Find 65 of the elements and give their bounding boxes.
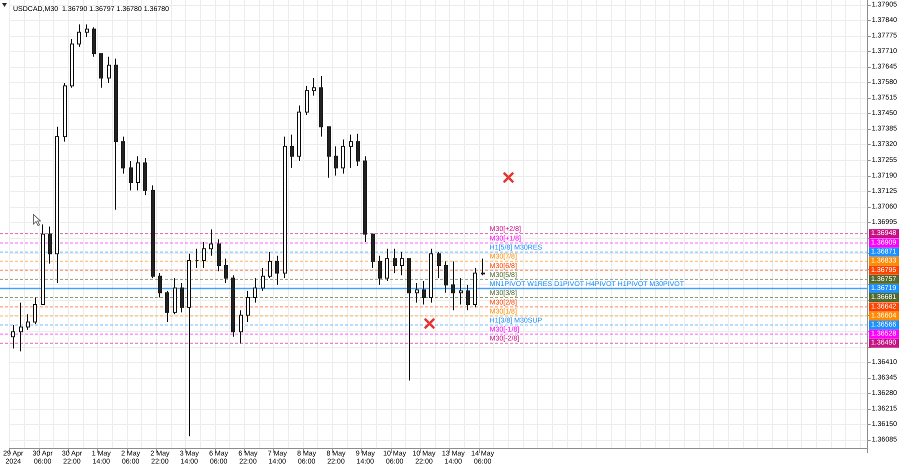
- candlestick: [393, 248, 397, 274]
- candlestick: [195, 248, 199, 268]
- candlestick: [85, 24, 89, 38]
- candlestick: [261, 267, 265, 292]
- candlestick: [341, 138, 345, 174]
- candlestick: [305, 85, 309, 116]
- candlestick: [378, 255, 382, 286]
- candlestick: [173, 278, 177, 315]
- candlestick: [158, 272, 162, 298]
- candlestick: [334, 146, 338, 176]
- candlestick: [319, 76, 323, 138]
- candlestick: [363, 156, 367, 243]
- candlestick: [437, 251, 441, 279]
- candlestick: [407, 258, 411, 382]
- candlestick: [422, 280, 426, 305]
- candlestick: [114, 58, 118, 210]
- candlestick: [371, 234, 375, 268]
- candlestick: [136, 156, 140, 191]
- candlestick: [77, 24, 81, 48]
- candlestick: [283, 136, 287, 279]
- candlestick: [92, 26, 96, 58]
- candlestick: [143, 158, 147, 196]
- candlestick: [107, 56, 111, 84]
- candlestick: [11, 324, 15, 349]
- candlestick: [290, 134, 294, 168]
- candlestick: [459, 278, 463, 305]
- candlestick: [385, 248, 389, 282]
- candlestick: [224, 258, 228, 284]
- candlestick: [356, 133, 360, 166]
- candlestick: [151, 184, 155, 279]
- candlestick: [202, 242, 206, 268]
- candlestick: [63, 82, 67, 142]
- candlestick: [19, 302, 23, 352]
- candlestick: [231, 274, 235, 338]
- candlestick: [129, 160, 133, 191]
- candlestick: [55, 126, 59, 284]
- candlestick: [473, 267, 477, 308]
- candlestick: [481, 258, 485, 276]
- candlestick: [217, 238, 221, 272]
- candlestick: [466, 284, 470, 311]
- candlestick: [253, 278, 257, 304]
- candlestick: [99, 53, 103, 88]
- candlestick: [297, 104, 301, 162]
- candlestick: [41, 224, 45, 305]
- candlestick: [180, 282, 184, 313]
- candlestick: [444, 260, 448, 294]
- candlestick: [246, 290, 250, 322]
- candlestick: [268, 251, 272, 279]
- candlestick: [429, 248, 433, 304]
- candlestick: [349, 134, 353, 168]
- candlestick: [400, 251, 404, 276]
- candlestick: [327, 126, 331, 178]
- candlestick: [26, 314, 30, 330]
- candlestick: [121, 136, 125, 174]
- candlestick: [48, 226, 52, 264]
- candlestick: [312, 77, 316, 96]
- candlestick: [275, 255, 279, 286]
- candlestick: [415, 282, 419, 304]
- candlestick: [187, 253, 191, 437]
- candlestick: [33, 297, 37, 325]
- candlestick: [451, 260, 455, 311]
- candlestick: [70, 38, 74, 88]
- candlestick: [165, 290, 169, 322]
- candlestick: [209, 228, 213, 256]
- candlestick: [239, 310, 243, 344]
